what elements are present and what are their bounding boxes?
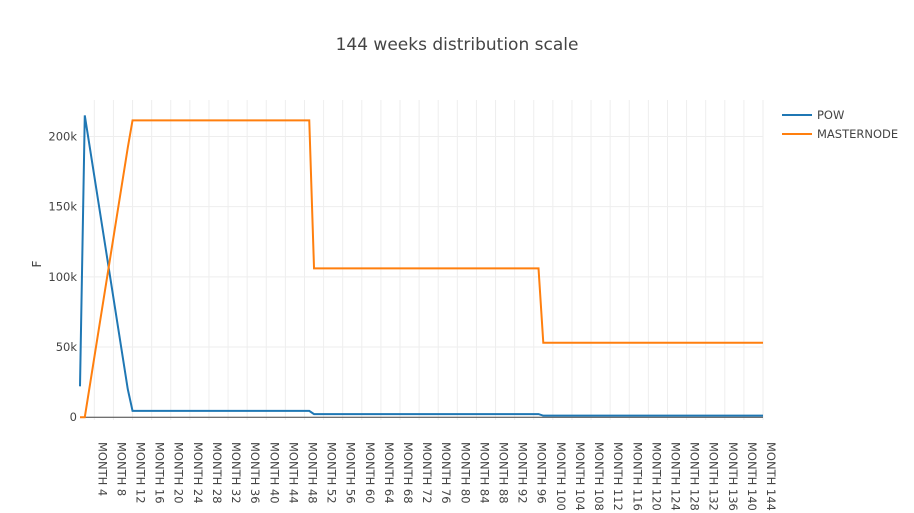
chart-title: 144 weeks distribution scale — [336, 35, 579, 55]
x-tick-label: MONTH 132 — [707, 442, 721, 511]
x-tick-label: MONTH 48 — [305, 442, 319, 504]
x-tick-label: MONTH 80 — [458, 442, 472, 504]
x-tick-label: MONTH 92 — [516, 442, 530, 504]
y-tick-label: 100k — [48, 270, 77, 284]
x-tick-label: MONTH 60 — [363, 442, 377, 504]
legend-item-pow[interactable]: POW — [782, 108, 844, 122]
x-tick-labels: MONTH 4 MONTH 8 MONTH 12 MONTH 16 MONTH 20 MO… — [95, 442, 778, 511]
x-tick-label: MONTH 76 — [439, 442, 453, 504]
x-tick-label: MONTH 136 — [726, 442, 740, 511]
x-tick-label: MONTH 128 — [688, 442, 702, 511]
grid-layer — [80, 100, 764, 420]
x-tick-label: MONTH 120 — [649, 442, 663, 511]
x-tick-label: MONTH 20 — [172, 442, 186, 504]
x-tick-label: MONTH 56 — [344, 442, 358, 504]
x-tick-label: MONTH 96 — [535, 442, 549, 504]
legend-label: MASTERNODE — [817, 127, 898, 141]
legend-item-masternode[interactable]: MASTERNODE — [782, 127, 898, 141]
x-tick-label: MONTH 8 — [114, 442, 128, 496]
x-tick-label: MONTH 104 — [573, 442, 587, 511]
x-tick-label: MONTH 44 — [286, 442, 300, 504]
x-tick-label: MONTH 32 — [229, 442, 243, 504]
series-line-masternode[interactable] — [80, 119, 763, 419]
y-tick-label: 200k — [48, 129, 77, 143]
x-tick-label: MONTH 24 — [191, 442, 205, 504]
x-tick-label: MONTH 140 — [745, 442, 759, 511]
x-tick-label: MONTH 84 — [477, 442, 491, 504]
x-tick-label: MONTH 40 — [267, 442, 281, 504]
x-tick-label: MONTH 16 — [153, 442, 167, 504]
x-tick-label: MONTH 28 — [210, 442, 224, 504]
x-tick-label: MONTH 68 — [401, 442, 415, 504]
x-tick-label: MONTH 88 — [497, 442, 511, 504]
series-layer — [79, 115, 763, 419]
y-tick-label: 150k — [48, 200, 77, 214]
x-tick-label: MONTH 124 — [668, 442, 682, 511]
x-tick-label: MONTH 4 — [95, 442, 109, 496]
y-tick-label: 0 — [70, 410, 77, 424]
x-tick-label: MONTH 144 — [764, 442, 778, 511]
x-tick-label: MONTH 52 — [325, 442, 339, 504]
x-tick-label: MONTH 12 — [134, 442, 148, 504]
x-tick-label: MONTH 112 — [611, 442, 625, 511]
y-tick-label: 50k — [56, 340, 78, 354]
series-line-pow[interactable] — [79, 115, 763, 417]
x-tick-label: MONTH 116 — [630, 442, 644, 511]
legend[interactable]: POW MASTERNODE — [782, 108, 898, 141]
x-tick-label: MONTH 36 — [248, 442, 262, 504]
y-tick-labels: 0 50k 100k 150k 200k — [48, 129, 77, 424]
x-tick-label: MONTH 108 — [592, 442, 606, 511]
x-tick-label: MONTH 72 — [420, 442, 434, 504]
y-axis-label: F — [30, 260, 44, 267]
x-tick-label: MONTH 64 — [382, 442, 396, 504]
legend-label: POW — [817, 108, 844, 122]
x-tick-label: MONTH 100 — [554, 442, 568, 511]
